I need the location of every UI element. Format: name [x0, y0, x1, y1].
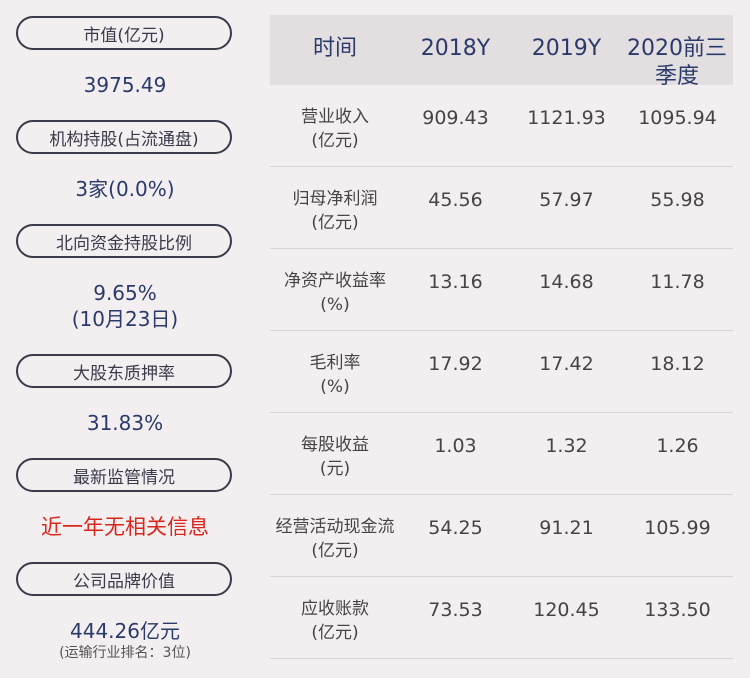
row-label-name: 应收账款: [301, 599, 369, 619]
summary-panel: 市值(亿元) 3975.49 机构持股(占流通盘) 3家(0.0%) 北向资金持…: [0, 0, 252, 678]
row-label-unit: (%): [320, 295, 350, 315]
row-value: 133.50: [644, 599, 711, 621]
row-value: 18.12: [650, 353, 705, 375]
row-value: 54.25: [428, 517, 483, 539]
row-label-unit: (元): [319, 459, 351, 479]
header-time: 时间: [312, 36, 357, 61]
row-value: 105.99: [644, 517, 711, 539]
row-value: 17.42: [539, 353, 594, 375]
row-value: 91.21: [539, 517, 594, 539]
table-row: 经营活动现金流 (亿元) 54.25 91.21 105.99: [270, 495, 733, 577]
row-value: 1095.94: [638, 107, 717, 129]
regulation-label: 最新监管情况: [16, 458, 232, 492]
market-cap-value: 3975.49: [83, 73, 167, 97]
row-label: 毛利率 (%): [270, 351, 400, 399]
row-value: 11.78: [650, 271, 705, 293]
brand-value-amount: 444.26亿元: [70, 619, 180, 643]
table-row: 归母净利润 (亿元) 45.56 57.97 55.98: [270, 167, 733, 249]
row-label: 净资产收益率 (%): [270, 269, 400, 317]
northbound-ratio-percent: 9.65%: [93, 281, 157, 305]
table-row: 应收账款 (亿元) 73.53 120.45 133.50: [270, 577, 733, 659]
row-label-unit: (%): [320, 377, 350, 397]
table-row: 每股收益 (元) 1.03 1.32 1.26: [270, 413, 733, 495]
northbound-ratio-date: (10月23日): [71, 307, 179, 331]
table-header: 时间 2018Y 2019Y 2020前三季度: [270, 15, 733, 89]
row-label-name: 毛利率: [309, 353, 361, 373]
header-2020q3: 2020前三季度: [627, 36, 727, 89]
row-label-unit: (亿元): [311, 541, 359, 561]
row-value: 1.32: [545, 435, 588, 457]
brand-value: 444.26亿元 (运输行业排名：3位): [0, 618, 250, 662]
institution-holding-value: 3家(0.0%): [75, 177, 175, 201]
row-label-name: 归母净利润: [292, 189, 378, 209]
row-label: 每股收益 (元): [270, 433, 400, 481]
pledge-ratio-value: 31.83%: [86, 411, 164, 435]
row-label-name: 每股收益: [301, 435, 369, 455]
table-row: 毛利率 (%) 17.92 17.42 18.12: [270, 331, 733, 413]
header-2019: 2019Y: [531, 36, 602, 61]
row-value: 57.97: [539, 189, 594, 211]
row-value: 1121.93: [527, 107, 606, 129]
regulation-value: 近一年无相关信息: [41, 515, 209, 539]
row-value: 13.16: [428, 271, 483, 293]
pledge-ratio-label: 大股东质押率: [16, 354, 232, 388]
brand-value-label: 公司品牌价值: [16, 562, 232, 596]
northbound-ratio-label: 北向资金持股比例: [16, 224, 232, 258]
header-2018: 2018Y: [420, 36, 491, 61]
row-label: 营业收入 (亿元): [270, 105, 400, 153]
row-value: 45.56: [428, 189, 483, 211]
row-value: 120.45: [533, 599, 600, 621]
row-label-unit: (亿元): [311, 623, 359, 643]
row-label: 归母净利润 (亿元): [270, 187, 400, 235]
row-value: 73.53: [428, 599, 483, 621]
row-label-name: 经营活动现金流: [275, 517, 395, 537]
row-label: 经营活动现金流 (亿元): [270, 515, 400, 563]
row-label: 应收账款 (亿元): [270, 597, 400, 645]
table-row: 净资产收益率 (%) 13.16 14.68 11.78: [270, 249, 733, 331]
brand-value-rank: (运输行业排名：3位): [59, 645, 191, 661]
table-row: 营业收入 (亿元) 909.43 1121.93 1095.94: [270, 85, 733, 167]
row-label-name: 净资产收益率: [284, 271, 386, 291]
row-label-unit: (亿元): [311, 213, 359, 233]
row-value: 55.98: [650, 189, 705, 211]
institution-holding-label: 机构持股(占流通盘): [16, 120, 232, 154]
market-cap-label: 市值(亿元): [16, 16, 232, 50]
row-value: 909.43: [422, 107, 489, 129]
row-value: 1.26: [656, 435, 699, 457]
row-value: 1.03: [434, 435, 477, 457]
financial-table: 时间 2018Y 2019Y 2020前三季度 营业收入 (亿元) 909.43 11…: [270, 15, 733, 659]
row-value: 14.68: [539, 271, 594, 293]
northbound-ratio-value: 9.65% (10月23日): [0, 280, 250, 332]
row-label-unit: (亿元): [311, 131, 359, 151]
row-label-name: 营业收入: [301, 107, 369, 127]
row-value: 17.92: [428, 353, 483, 375]
